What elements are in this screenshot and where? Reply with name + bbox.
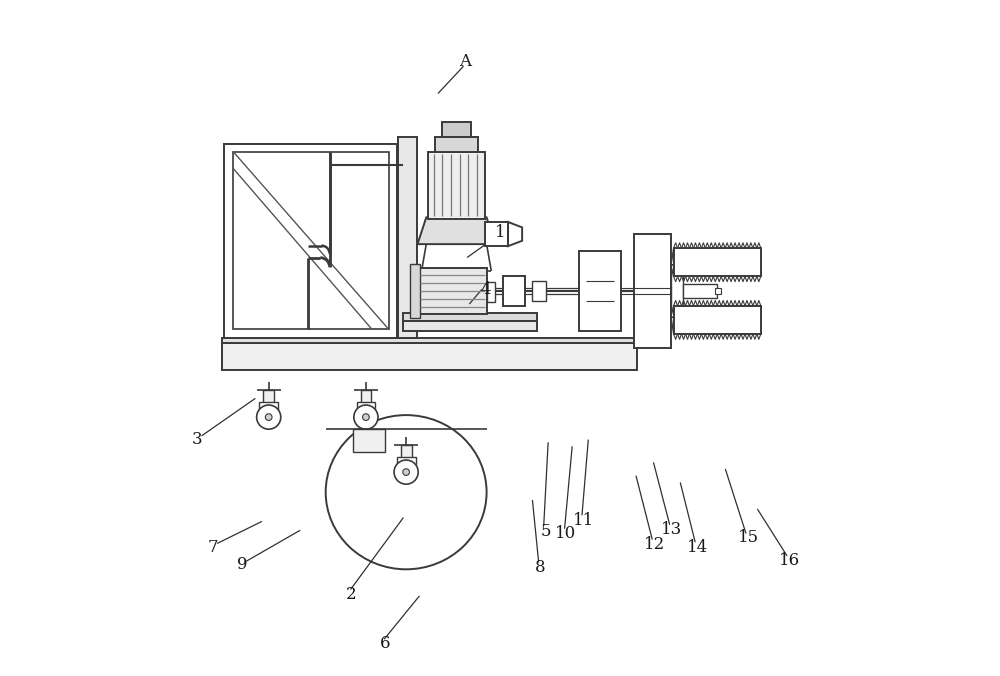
Bar: [222, 338, 637, 343]
Bar: [674, 248, 761, 276]
Text: 13: 13: [661, 521, 682, 537]
Bar: [401, 445, 412, 460]
Text: 3: 3: [192, 431, 202, 448]
Circle shape: [403, 468, 409, 475]
Text: 8: 8: [535, 559, 546, 576]
Bar: [361, 390, 371, 405]
Bar: [715, 289, 721, 294]
Bar: [263, 390, 274, 405]
Bar: [357, 402, 375, 410]
Circle shape: [257, 405, 281, 429]
Bar: [417, 268, 487, 314]
Bar: [503, 276, 525, 306]
Text: 5: 5: [540, 523, 551, 539]
Circle shape: [265, 414, 272, 420]
Bar: [222, 343, 637, 370]
Text: 11: 11: [573, 512, 594, 529]
Text: 9: 9: [237, 556, 247, 573]
Bar: [532, 281, 546, 301]
Bar: [674, 306, 761, 334]
Bar: [259, 402, 278, 410]
Text: 10: 10: [555, 525, 576, 542]
Polygon shape: [508, 222, 522, 246]
Text: 12: 12: [644, 536, 665, 553]
Ellipse shape: [326, 415, 487, 569]
Bar: [435, 137, 478, 151]
Text: 6: 6: [379, 635, 390, 652]
Bar: [224, 143, 397, 338]
Bar: [428, 151, 485, 218]
Bar: [442, 122, 471, 137]
Bar: [397, 458, 416, 465]
Bar: [671, 272, 683, 310]
Text: 4: 4: [480, 281, 491, 298]
Bar: [410, 264, 420, 318]
Circle shape: [394, 460, 418, 484]
Text: 14: 14: [686, 539, 708, 556]
Polygon shape: [418, 217, 495, 244]
Bar: [485, 222, 508, 246]
Circle shape: [363, 414, 369, 420]
Bar: [353, 429, 385, 452]
Text: A: A: [459, 53, 471, 70]
Bar: [403, 312, 537, 322]
Text: 15: 15: [738, 529, 759, 546]
Bar: [233, 151, 389, 329]
Text: 16: 16: [779, 552, 800, 569]
Text: 2: 2: [346, 585, 356, 602]
Bar: [683, 285, 717, 297]
Bar: [487, 282, 495, 301]
Circle shape: [354, 405, 378, 429]
Text: 7: 7: [208, 539, 218, 556]
Bar: [579, 251, 621, 331]
Bar: [634, 234, 671, 348]
Text: 1: 1: [495, 224, 505, 241]
Bar: [403, 320, 537, 331]
Bar: [398, 137, 417, 338]
